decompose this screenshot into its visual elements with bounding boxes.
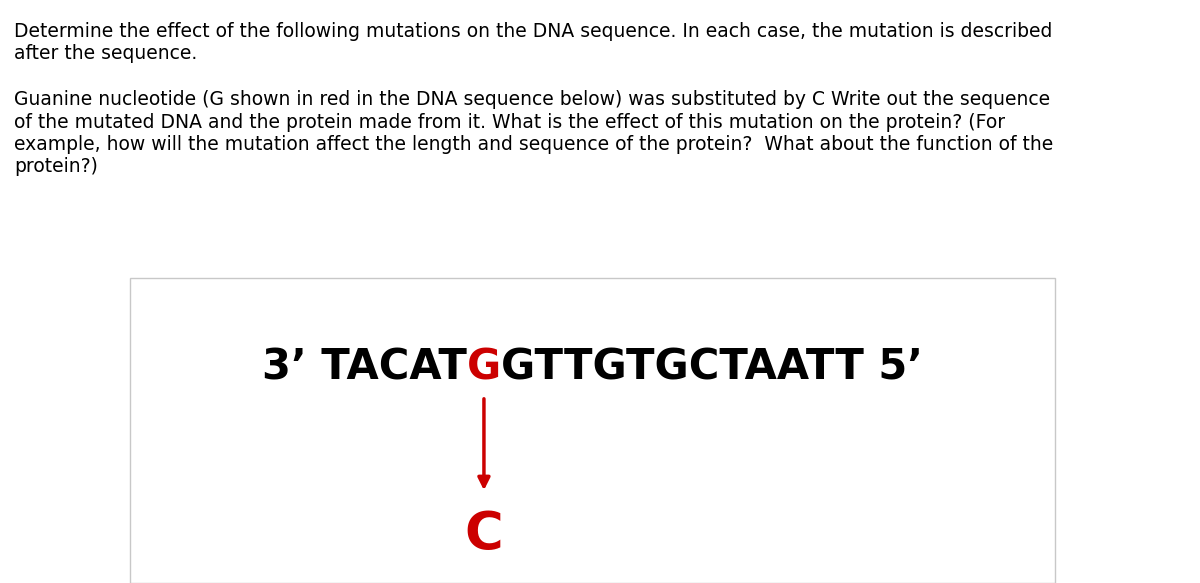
Text: after the sequence.: after the sequence.: [14, 44, 197, 63]
Text: G: G: [467, 347, 502, 389]
Text: Determine the effect of the following mutations on the DNA sequence. In each cas: Determine the effect of the following mu…: [14, 22, 1052, 41]
Text: 3’ TACAT: 3’ TACAT: [262, 347, 467, 389]
Bar: [130, 278, 1055, 583]
Text: C: C: [464, 509, 503, 561]
Text: example, how will the mutation affect the length and sequence of the protein?  W: example, how will the mutation affect th…: [14, 135, 1054, 154]
Text: of the mutated DNA and the protein made from it. What is the effect of this muta: of the mutated DNA and the protein made …: [14, 113, 1006, 132]
Text: Guanine nucleotide (G shown in red in the DNA sequence below) was substituted by: Guanine nucleotide (G shown in red in th…: [14, 90, 1050, 109]
Text: GTTGTGCTAATT 5’: GTTGTGCTAATT 5’: [502, 347, 923, 389]
Text: protein?): protein?): [14, 157, 98, 177]
